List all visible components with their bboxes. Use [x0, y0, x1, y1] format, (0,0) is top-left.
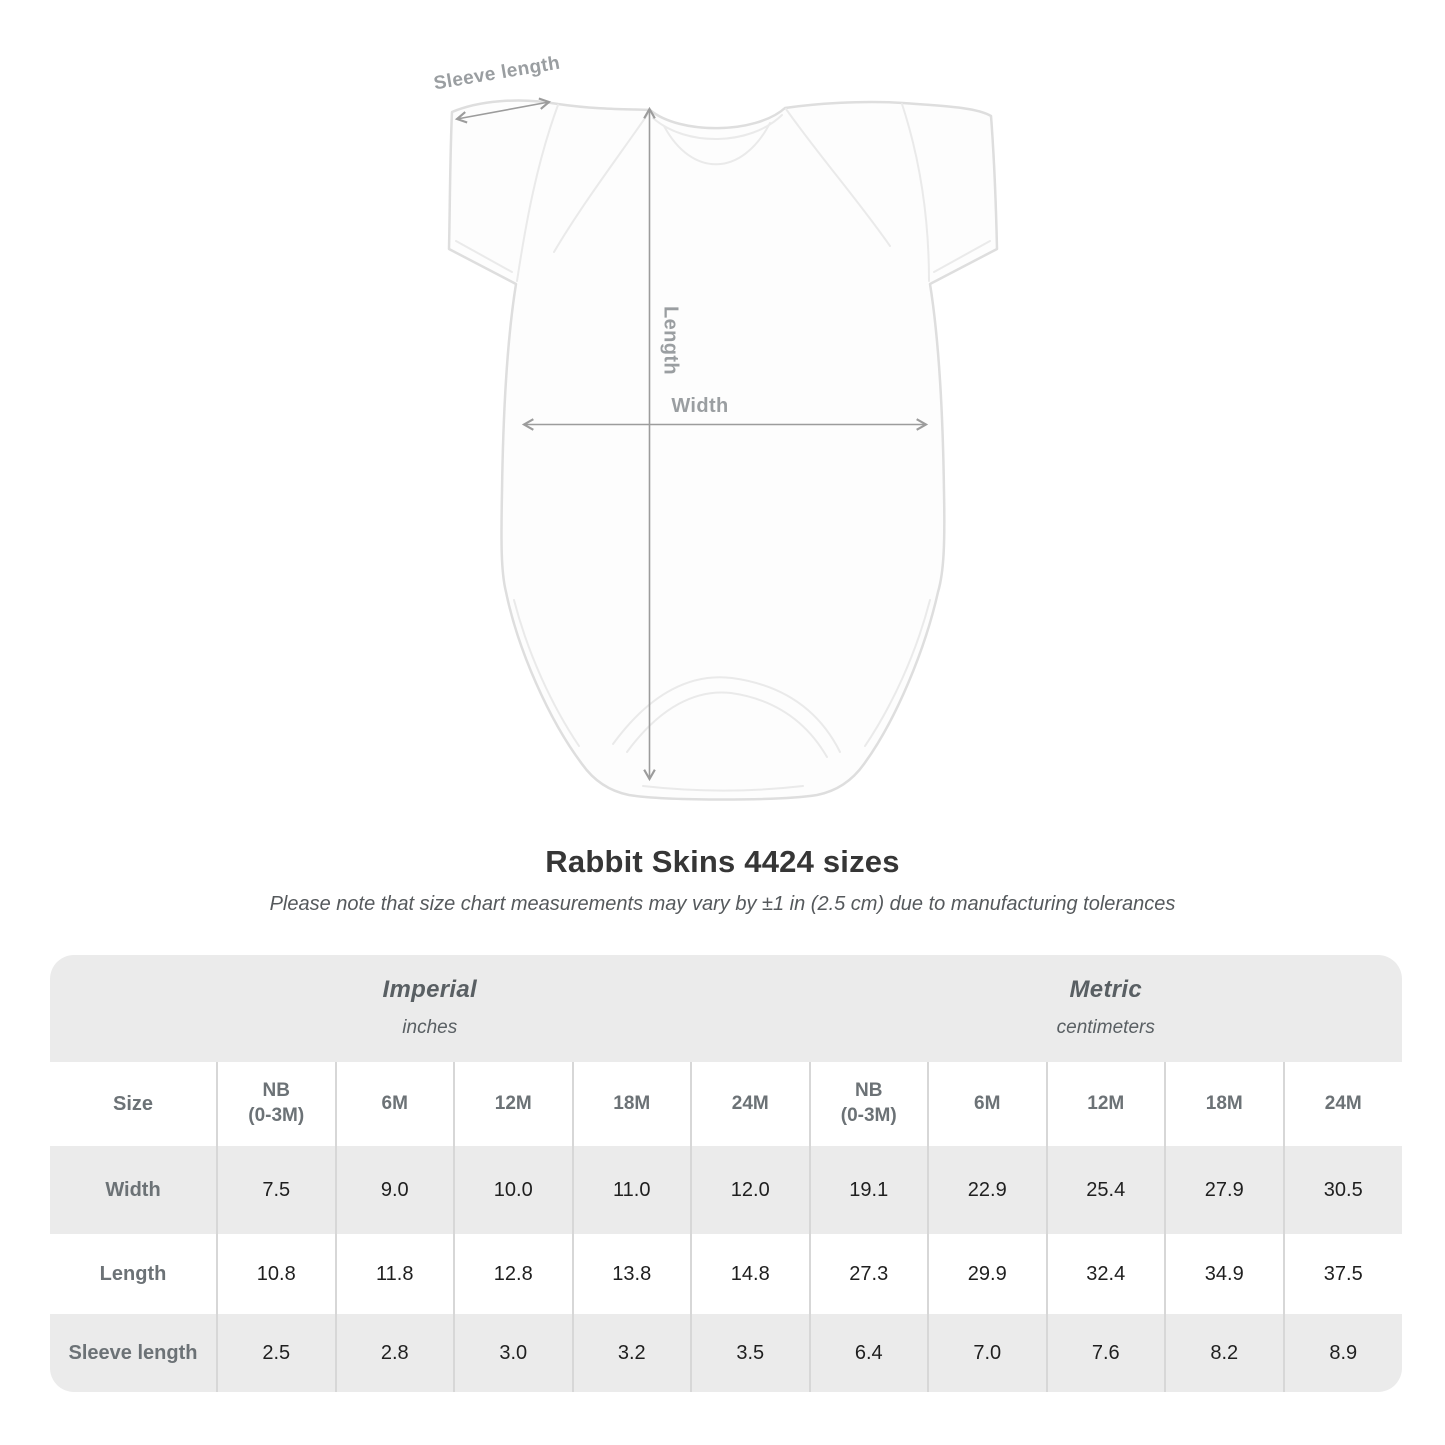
- sleeve-length-row: Sleeve length 2.5 2.8 3.0 3.2 3.5 6.4 7.…: [50, 1314, 1402, 1392]
- length-label: Length: [659, 305, 682, 376]
- armhole-seam-right: [901, 103, 930, 282]
- sleeve-length-arrow: [454, 97, 552, 124]
- col-header-imperial-24m: 24M: [690, 1062, 810, 1146]
- tolerance-note: Please note that size chart measurements…: [269, 893, 1176, 915]
- size-table: Imperial inches Metric centimeters Size …: [50, 955, 1402, 1392]
- collar-opening-seam: [663, 122, 771, 166]
- sleeve-value-cell: 8.2: [1164, 1314, 1284, 1392]
- onesie-illustration: [447, 97, 999, 801]
- unit-group-imperial-unit: inches: [402, 1017, 458, 1038]
- length-value-cell: 12.8: [453, 1234, 573, 1314]
- unit-group-metric: Metric centimeters: [809, 955, 1402, 1062]
- page-title: Rabbit Skins 4424 sizes: [545, 844, 900, 879]
- width-label: Width: [671, 395, 729, 417]
- leg-binding-left: [513, 599, 580, 747]
- col-header-imperial-12m: 12M: [453, 1062, 573, 1146]
- length-row-label: Length: [99, 1262, 167, 1285]
- width-value-cell: 27.9: [1164, 1146, 1284, 1234]
- size-header-cell: Size: [112, 1092, 154, 1115]
- sleeve-value-cell: 3.2: [571, 1314, 691, 1392]
- width-value-cell: 7.5: [216, 1146, 336, 1234]
- width-row-label: Width: [50, 1146, 217, 1234]
- armhole-seam-left: [516, 104, 559, 282]
- length-value-cell: 27.3: [808, 1234, 928, 1314]
- envelope-flap-right: [785, 108, 891, 247]
- length-value-cell: 32.4: [1045, 1234, 1165, 1314]
- size-table-container: Imperial inches Metric centimeters Size …: [50, 955, 1402, 1392]
- unit-group-metric-unit: centimeters: [1056, 1017, 1155, 1038]
- sleeve-value-cell: 7.0: [927, 1314, 1047, 1392]
- sleeve-length-row-label: Sleeve length: [50, 1314, 217, 1392]
- length-value-cell: 14.8: [690, 1234, 810, 1314]
- width-value-cell: 25.4: [1045, 1146, 1165, 1234]
- garment-measurement-diagram: Sleeve length Length Width: [432, 53, 999, 801]
- col-header-imperial-nb: NB (0-3M): [216, 1062, 336, 1146]
- length-value-cell: 34.9: [1164, 1234, 1284, 1314]
- col-header-imperial-6m: 6M: [334, 1062, 454, 1146]
- unit-group-metric-label: Metric: [1069, 976, 1142, 1003]
- col-header-metric-6m: 6M: [927, 1062, 1047, 1146]
- col-header-metric-12m: 12M: [1045, 1062, 1165, 1146]
- bottom-band-seam: [642, 785, 804, 792]
- unit-group-imperial-label: Imperial: [382, 976, 477, 1003]
- column-header-row: Size NB (0-3M) 6M 12M 18M 24M NB (0-3M) …: [50, 1062, 1402, 1146]
- col-header-metric-18m: 18M: [1164, 1062, 1284, 1146]
- sleeve-hem-right: [933, 240, 991, 273]
- leg-binding-right: [864, 599, 931, 747]
- length-row: Length 10.8 11.8 12.8 13.8 14.8 27.3 29.…: [50, 1234, 1402, 1314]
- sleeve-hem-left: [455, 240, 513, 273]
- sleeve-value-cell: 6.4: [808, 1314, 928, 1392]
- onesie-body: [447, 99, 999, 801]
- length-value-cell: 11.8: [334, 1234, 454, 1314]
- col-header-imperial-18m: 18M: [571, 1062, 691, 1146]
- sleeve-value-cell: 8.9: [1282, 1314, 1402, 1392]
- unit-group-imperial: Imperial inches: [50, 955, 810, 1062]
- col-header-metric-nb: NB (0-3M): [808, 1062, 928, 1146]
- sleeve-value-cell: 3.5: [690, 1314, 810, 1392]
- length-value-cell: 29.9: [927, 1234, 1047, 1314]
- width-value-cell: 10.0: [453, 1146, 573, 1234]
- width-row: Width 7.5 9.0 10.0 11.0 12.0 19.1 22.9 2…: [50, 1146, 1402, 1234]
- sleeve-value-cell: 2.5: [216, 1314, 336, 1392]
- onesie-outline: [447, 99, 999, 801]
- length-value-cell: 13.8: [571, 1234, 691, 1314]
- length-value-cell: 37.5: [1282, 1234, 1402, 1314]
- sleeve-value-cell: 3.0: [453, 1314, 573, 1392]
- width-value-cell: 30.5: [1282, 1146, 1402, 1234]
- measurement-arrows: [454, 97, 929, 782]
- sleeve-value-cell: 2.8: [334, 1314, 454, 1392]
- col-header-metric-24m: 24M: [1282, 1062, 1402, 1146]
- width-value-cell: 11.0: [571, 1146, 691, 1234]
- width-value-cell: 22.9: [927, 1146, 1047, 1234]
- unit-group-row: Imperial inches Metric centimeters: [50, 955, 1402, 1062]
- envelope-flap-left: [553, 110, 651, 253]
- width-value-cell: 12.0: [690, 1146, 810, 1234]
- width-value-cell: 9.0: [334, 1146, 454, 1234]
- crotch-flap-inner-seam: [626, 691, 828, 758]
- sleeve-value-cell: 7.6: [1045, 1314, 1165, 1392]
- width-value-cell: 19.1: [808, 1146, 928, 1234]
- length-value-cell: 10.8: [216, 1234, 336, 1314]
